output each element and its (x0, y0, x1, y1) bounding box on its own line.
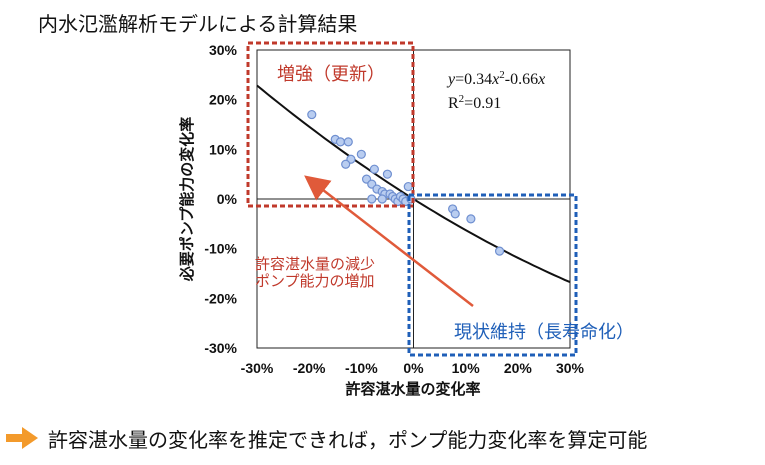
x-tick-label: 30% (556, 360, 585, 376)
y-tick-label: -20% (204, 290, 237, 306)
bottom-note: 許容湛水量の変化率を推定できれば，ポンプ能力変化率を算定可能 (6, 423, 647, 453)
y-tick-labels: 30% 20% 10% 0% -10% -20% -30% (204, 42, 237, 356)
data-point (343, 137, 353, 147)
annotation-line-1: 許容湛水量の減少 (255, 255, 375, 273)
data-points (307, 109, 505, 256)
data-point (369, 164, 379, 174)
data-point (335, 137, 346, 147)
data-point (356, 149, 366, 159)
data-point (466, 214, 476, 224)
data-point (377, 194, 387, 204)
data-point (382, 169, 393, 179)
data-point (403, 181, 413, 192)
y-tick-label: -30% (204, 340, 237, 356)
data-point (367, 194, 377, 204)
data-point (494, 246, 505, 256)
bottom-note-text: 許容湛水量の変化率を推定できれば，ポンプ能力変化率を算定可能 (48, 427, 648, 452)
region-label-increase: 増強（更新） (277, 64, 385, 85)
x-tick-label: -20% (293, 360, 326, 376)
data-point (307, 109, 317, 120)
fit-formula: y=0.34x2-0.66x (446, 69, 545, 88)
x-tick-label: 0% (403, 360, 424, 376)
region-box-maintain (407, 193, 578, 357)
y-axis-label: 必要ポンプ能力の変化率 (178, 117, 196, 283)
y-tick-label: 30% (209, 42, 238, 58)
orange-arrow-icon (6, 427, 40, 449)
x-tick-label: -30% (241, 360, 274, 376)
region-box-increase (246, 41, 415, 208)
annotation-line-2: ポンプ能力の増加 (255, 272, 375, 290)
region-label-maintain: 現状維持（長寿命化） (454, 322, 634, 343)
x-tick-labels: -30% -20% -10% 0% 10% 20% 30% (241, 360, 585, 376)
page-title: 内水氾濫解析モデルによる計算結果 (38, 12, 358, 36)
data-point (341, 159, 351, 169)
x-tick-label: -10% (345, 360, 378, 376)
y-tick-label: -10% (204, 241, 237, 257)
y-tick-label: 20% (209, 92, 238, 108)
data-point (450, 209, 460, 219)
y-tick-label: 0% (217, 191, 238, 207)
x-tick-label: 10% (452, 360, 481, 376)
x-tick-label: 20% (504, 360, 533, 376)
x-axis-label: 許容湛水量の変化率 (345, 380, 480, 398)
fit-r2: R2=0.91 (448, 93, 501, 112)
annotation-arrow (304, 175, 474, 307)
y-tick-label: 10% (209, 141, 238, 157)
